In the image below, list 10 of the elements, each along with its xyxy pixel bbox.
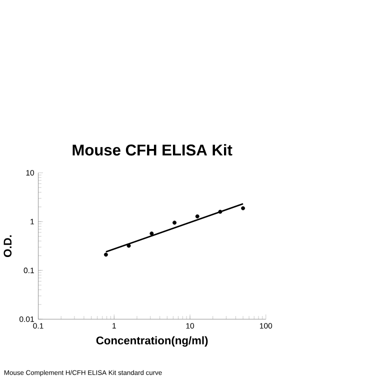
y-axis-title: O.D. — [4, 235, 12, 257]
point — [126, 244, 131, 248]
chart-title: Mouse CFH ELISA Kit — [72, 144, 232, 156]
point — [195, 214, 200, 218]
x-axis-title: Concentration(ng/ml) — [96, 336, 208, 347]
point — [241, 206, 246, 210]
point — [104, 252, 108, 257]
point — [150, 232, 154, 236]
point — [218, 210, 222, 214]
point — [172, 220, 177, 225]
